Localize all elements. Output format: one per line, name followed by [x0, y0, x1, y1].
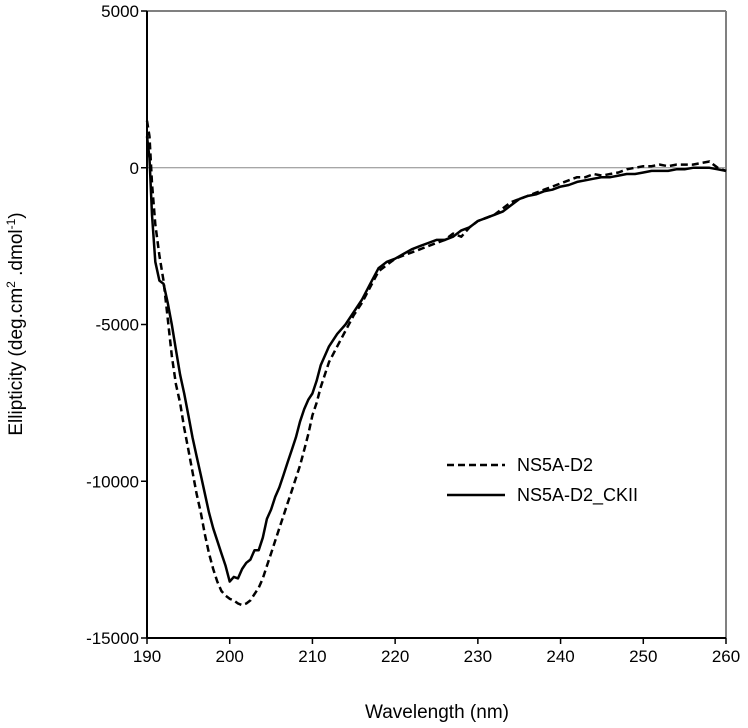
legend-label-1: NS5A-D2: [517, 455, 593, 475]
plot-background: [147, 11, 726, 638]
x-tick-label: 260: [712, 647, 740, 666]
y-tick-label: -10000: [86, 472, 139, 491]
x-axis-title: Wavelength (nm): [365, 702, 509, 723]
plot-area: [146, 10, 727, 639]
y-axis-title-prefix: Ellipticity (deg.cm: [6, 288, 27, 436]
legend: NS5A-D2 NS5A-D2_CKII: [447, 455, 638, 506]
y-axis-title-sup1: 2: [4, 281, 18, 288]
series-layer: [145, 120, 727, 607]
y-tick-label: 5000: [101, 2, 139, 21]
y-tick-label: -5000: [96, 316, 139, 335]
x-tick-label: 240: [546, 647, 574, 666]
y-tick-label: 0: [130, 159, 139, 178]
x-tick-label: 210: [298, 647, 326, 666]
y-axis-title-middle: .dmol: [6, 229, 27, 281]
x-tick-label: 190: [133, 647, 161, 666]
series-line-1: [145, 120, 727, 607]
y-axis-title-sup2: -1: [4, 218, 18, 229]
y-axis-title-suffix: ): [6, 212, 27, 218]
x-tick-label: 230: [464, 647, 492, 666]
y-tick-label: -15000: [86, 629, 139, 648]
x-tick-label: 200: [216, 647, 244, 666]
x-axis: 190 200 210 220 230 240 250 260: [133, 638, 740, 666]
y-axis: 5000 0 -5000 -10000 -15000: [86, 2, 147, 648]
legend-label-2: NS5A-D2_CKII: [517, 485, 638, 506]
x-tick-label: 220: [381, 647, 409, 666]
series-line-2: [145, 136, 727, 583]
x-tick-label: 250: [629, 647, 657, 666]
y-axis-title: Ellipticity (deg.cm2 .dmol-1): [4, 212, 27, 435]
